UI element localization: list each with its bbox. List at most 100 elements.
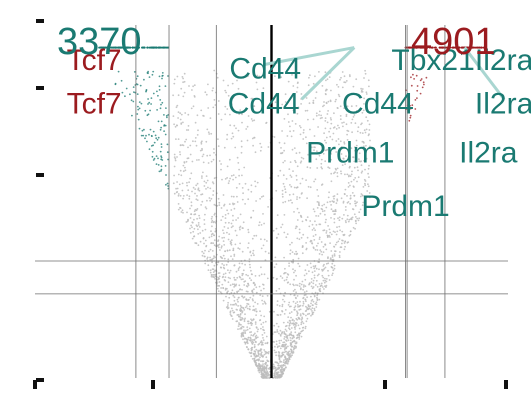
data-point — [276, 214, 279, 217]
data-point — [174, 157, 177, 160]
data-point — [346, 214, 349, 217]
data-point — [275, 290, 278, 292]
data-point — [195, 184, 198, 187]
data-point — [187, 146, 189, 149]
data-point — [281, 352, 284, 354]
data-point — [238, 262, 241, 265]
data-point — [219, 291, 222, 294]
data-point — [413, 46, 416, 49]
data-point — [330, 172, 333, 175]
data-point — [225, 263, 228, 266]
data-point — [302, 297, 304, 300]
data-point — [177, 208, 180, 211]
data-point — [349, 75, 351, 78]
data-point — [348, 150, 351, 153]
data-point — [310, 278, 313, 280]
data-point — [252, 299, 254, 302]
data-point — [253, 360, 256, 362]
data-point — [243, 329, 245, 332]
data-point — [281, 372, 284, 375]
data-point — [282, 345, 285, 348]
data-point — [335, 140, 338, 142]
data-point — [273, 98, 276, 100]
data-point — [288, 357, 290, 359]
data-point — [187, 113, 190, 116]
data-point — [318, 258, 321, 261]
data-point — [365, 91, 368, 94]
data-point — [336, 230, 339, 233]
data-point — [204, 239, 207, 242]
data-point — [277, 77, 280, 79]
data-point — [291, 319, 294, 322]
data-point — [317, 151, 320, 154]
data-point — [446, 46, 448, 49]
data-point — [261, 334, 264, 336]
data-point — [247, 336, 250, 339]
data-point — [300, 330, 303, 333]
data-point — [311, 298, 314, 301]
data-point — [274, 345, 276, 348]
data-point — [367, 167, 370, 170]
data-point — [177, 193, 180, 195]
data-point — [206, 154, 209, 157]
data-point — [325, 232, 328, 234]
data-point — [321, 116, 323, 119]
data-point — [358, 217, 361, 220]
data-point — [283, 359, 285, 362]
data-point — [230, 195, 233, 198]
data-point — [237, 313, 240, 316]
data-point — [330, 118, 332, 121]
data-point — [224, 217, 227, 220]
data-point — [282, 341, 285, 344]
data-point — [274, 331, 277, 333]
data-point — [340, 76, 342, 79]
data-point — [322, 276, 325, 279]
data-point — [229, 310, 232, 313]
data-point — [320, 166, 323, 169]
data-point — [275, 340, 278, 343]
data-point — [184, 169, 187, 172]
data-point — [194, 192, 196, 195]
data-point — [190, 204, 193, 207]
data-point — [200, 204, 203, 206]
data-point — [297, 81, 299, 84]
data-point — [247, 348, 250, 351]
data-point — [267, 360, 270, 363]
data-point — [238, 113, 241, 115]
data-point — [289, 344, 292, 347]
data-point — [193, 235, 196, 238]
data-point — [299, 308, 302, 311]
data-point — [291, 120, 294, 122]
data-point — [194, 188, 197, 191]
data-point — [338, 143, 340, 146]
data-point — [179, 206, 181, 209]
data-point — [222, 266, 225, 269]
data-point — [183, 72, 186, 75]
data-point — [282, 182, 285, 185]
data-point — [162, 46, 165, 49]
data-point — [185, 160, 188, 163]
data-point — [302, 322, 305, 325]
data-point — [281, 130, 283, 132]
data-point — [202, 252, 205, 255]
data-point — [176, 191, 179, 193]
data-point — [320, 158, 323, 161]
data-point — [243, 296, 246, 298]
data-point — [333, 218, 336, 220]
data-point — [469, 46, 472, 49]
data-point — [298, 336, 301, 339]
data-point — [212, 158, 215, 161]
data-point — [218, 284, 220, 287]
data-point — [312, 101, 315, 104]
data-point — [287, 316, 290, 318]
data-point — [354, 177, 357, 179]
gene-label: Prdm1 — [306, 137, 394, 170]
gene-label: Cd44 — [229, 52, 301, 85]
data-point — [340, 153, 343, 155]
data-point — [313, 239, 316, 241]
data-point — [349, 197, 352, 200]
data-point — [259, 349, 261, 352]
y-tick — [36, 173, 44, 177]
data-point — [331, 258, 334, 261]
data-point — [225, 91, 228, 94]
